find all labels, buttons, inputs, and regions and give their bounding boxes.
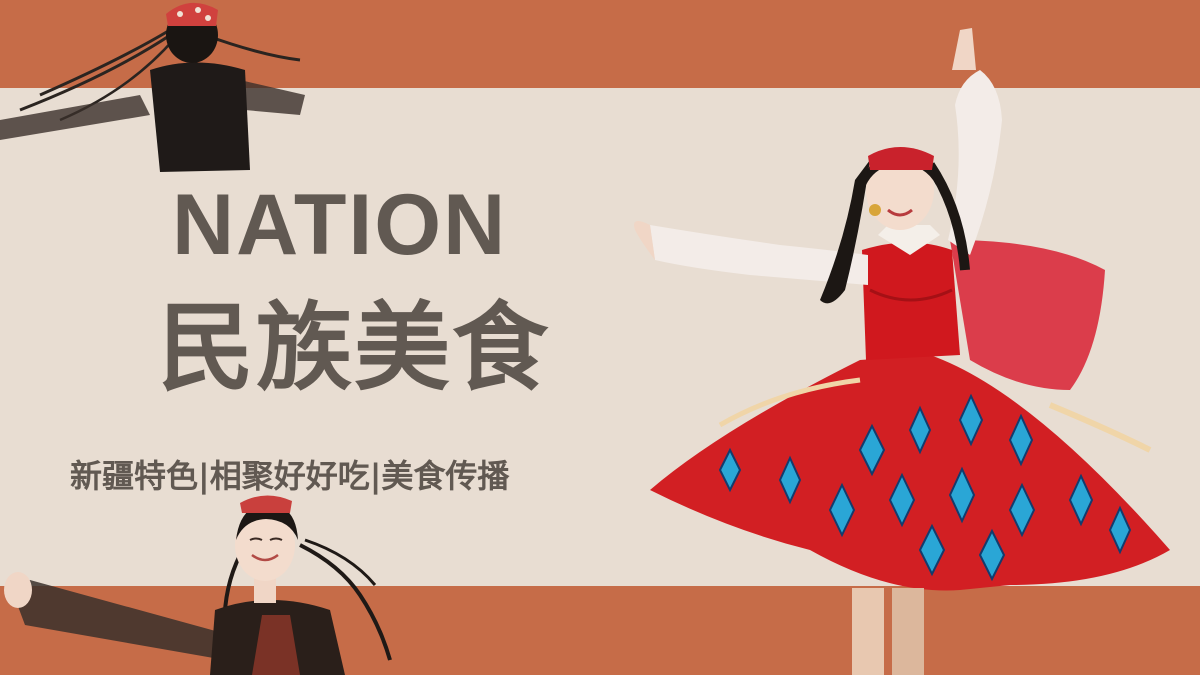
- smiling-dancer-photo: [0, 485, 440, 675]
- twirling-dancer-photo: [630, 10, 1190, 675]
- title-english: NATION: [172, 177, 508, 273]
- title-chinese: 民族美食: [158, 292, 550, 404]
- tagline: 新疆特色|相聚好好吃|美食传播: [70, 457, 510, 495]
- dancer-back-photo: [0, 0, 310, 180]
